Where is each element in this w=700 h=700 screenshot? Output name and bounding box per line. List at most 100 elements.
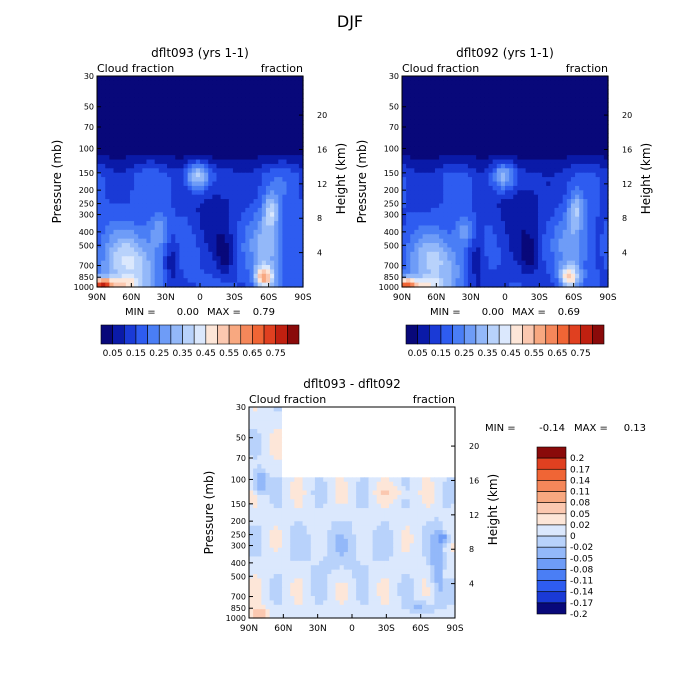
heatmap-cell [554,102,560,108]
heatmap-cell [546,185,551,191]
heatmap-cell [142,177,148,183]
heatmap-cell [546,133,551,139]
heatmap-cell [253,97,259,103]
heatmap-cell [191,247,197,253]
heatmap-cell [224,234,230,240]
heatmap-cell [121,168,127,174]
heatmap-cell [245,256,251,262]
variable-label: Cloud fraction [97,62,174,75]
heatmap-cell [542,141,547,147]
heatmap-cell [513,124,518,130]
heatmap-cell [443,159,448,165]
heatmap-cell [171,119,176,125]
heatmap-cell [439,194,444,200]
heatmap-cell [175,133,180,139]
heatmap-cell [443,278,448,284]
heatmap-cell [212,119,218,125]
heatmap-cell [265,221,271,227]
heatmap-cell [509,93,514,99]
heatmap-cell [191,190,197,196]
heatmap-cell [261,207,267,213]
heatmap-cell [579,282,584,288]
heatmap-cell [282,106,288,112]
heatmap-cell [603,111,609,117]
heatmap-cell [167,177,172,183]
heatmap-cell [294,97,300,103]
x-tick-label: 90N [88,293,106,303]
heatmap-cell [162,115,168,121]
heatmap-cell [117,251,123,257]
heatmap-cell [101,221,106,227]
y-tick-label: 200 [384,186,399,195]
heatmap-cell [249,141,255,147]
heatmap-cell [105,115,110,121]
heatmap-cell [105,155,110,161]
heatmap-cell [570,185,576,191]
heatmap-cell [406,260,411,266]
heatmap-cell [154,216,160,222]
heatmap-cell [591,216,597,222]
colorbar-swatch [170,324,183,345]
heatmap-cell [554,119,560,125]
heatmap-cell [472,115,477,121]
heatmap-cell [566,203,572,209]
heatmap-cell [521,194,527,200]
heatmap-cell [249,106,255,112]
heatmap-cell [274,84,279,90]
heatmap-cell [270,133,275,139]
heatmap-cell [212,93,218,99]
heatmap-cell [97,199,102,205]
heatmap-cell [488,234,494,240]
heatmap-cell [142,221,148,227]
heatmap-cell [570,225,576,231]
heatmap-cell [105,243,110,249]
heatmap-cell [562,207,568,213]
heatmap-cell [500,269,506,275]
heatmap-cell [414,163,420,169]
heatmap-cell [204,177,209,183]
heatmap-cell [591,133,597,139]
heatmap-cell [467,155,473,161]
heatmap-cell [109,207,115,213]
heatmap-cell [525,269,531,275]
heatmap-cell [509,212,514,218]
heatmap-cell [179,115,185,121]
heatmap-cell [253,181,259,187]
heatmap-cell [97,194,102,200]
heatmap-cell [525,155,531,161]
heatmap-cell [603,260,609,266]
heatmap-cell [418,238,424,244]
heatmap-cell [290,181,296,187]
heatmap-cell [134,146,139,152]
heatmap-cell [554,221,560,227]
heatmap-cell [158,238,164,244]
y-tick-label: 850 [79,273,94,282]
heatmap-cell [175,273,180,279]
heatmap-cell [422,124,428,130]
heatmap-cell [402,84,407,90]
heatmap-cell [476,278,481,284]
heatmap-cell [261,251,267,257]
heatmap-cell [554,190,560,196]
heatmap-cell [472,221,477,227]
heatmap-cell [509,84,514,90]
heatmap-cell [220,97,226,103]
heatmap-cell [162,124,168,130]
heatmap-cell [200,111,205,117]
heatmap-cell [492,106,498,112]
heatmap-cell [162,265,168,271]
heatmap-cell [406,273,411,279]
heatmap-cell [220,80,226,86]
heatmap-cell [245,106,251,112]
heatmap-cell [138,141,143,147]
heatmap-cell [467,141,473,147]
heatmap-cell [566,216,572,222]
heatmap-cell [533,124,539,130]
heatmap-cell [224,150,230,156]
heatmap-cell [195,229,201,235]
heatmap-cell [455,269,461,275]
heatmap-cell [402,163,407,169]
heatmap-cell [587,282,593,288]
heatmap-cell [146,93,152,99]
heatmap-cell [195,278,201,284]
